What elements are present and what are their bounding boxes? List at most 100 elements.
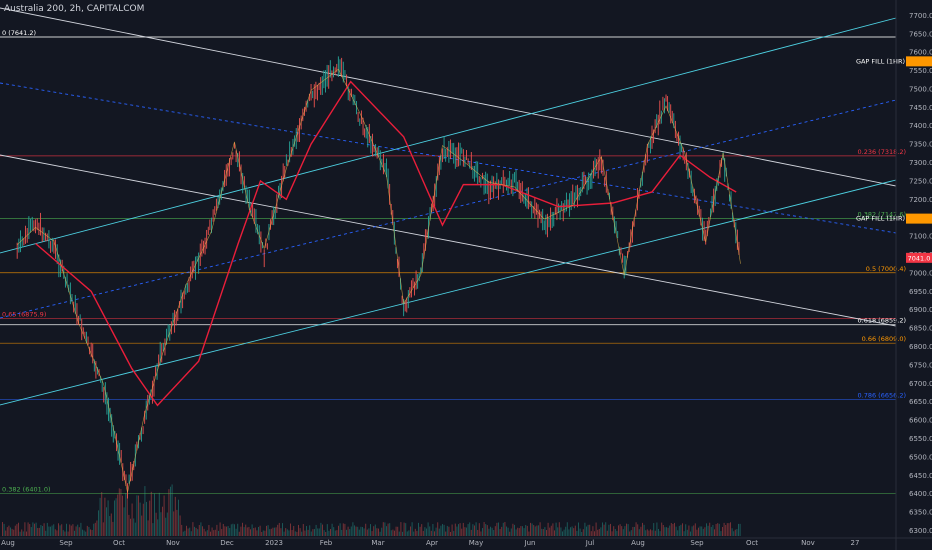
volume-bar <box>637 524 639 536</box>
volume-bar <box>218 530 219 536</box>
trend-line[interactable] <box>0 179 897 406</box>
trend-line[interactable] <box>0 82 897 234</box>
volume-bar <box>166 512 168 536</box>
price-axis[interactable]: 6300.0 6350.0 6400.0 6450.0 6500.0 6550.0 6600… <box>909 12 932 535</box>
volume-bar <box>317 528 319 536</box>
trend-line[interactable] <box>0 99 897 319</box>
time-tick-label: Oct <box>746 539 758 547</box>
volume-bar <box>235 528 237 536</box>
volume-bar <box>238 531 240 536</box>
volume-bar <box>248 526 250 536</box>
time-tick-label: Apr <box>426 539 438 547</box>
volume-bar <box>488 528 490 536</box>
volume-bar <box>246 527 248 536</box>
price-tick-label: 7450.0 <box>909 104 932 112</box>
volume-bar <box>557 527 559 536</box>
volume-bar <box>542 529 544 536</box>
volume-bar <box>600 527 602 536</box>
volume-bar <box>136 495 138 536</box>
volume-bar <box>718 523 720 536</box>
time-tick-label: Mar <box>371 539 384 547</box>
volume-bar <box>638 529 640 536</box>
volume-bar <box>280 528 282 536</box>
trend-lines <box>0 7 897 406</box>
price-series <box>16 56 741 499</box>
volume-bar <box>648 530 650 536</box>
volume-bar <box>74 530 75 536</box>
volume-bar <box>578 522 579 536</box>
volume-bar <box>490 526 491 536</box>
volume-bar <box>168 489 170 536</box>
volume-bar <box>632 526 634 536</box>
volume-bar <box>45 530 47 536</box>
price-tick-label: 7550.0 <box>909 67 932 75</box>
volume-bar <box>53 524 55 536</box>
volume-bar <box>677 530 679 536</box>
volume-bar <box>520 526 522 536</box>
volume-bar <box>482 528 483 536</box>
volume-bar <box>139 502 141 536</box>
trend-line[interactable] <box>0 154 897 327</box>
volume-bar <box>646 529 648 536</box>
current-price-label: 7041.0 <box>908 254 931 262</box>
volume-bar <box>525 524 527 536</box>
price-tick-label: 7200.0 <box>909 196 932 204</box>
fib-level-label: 0.618 (6859.2) <box>858 317 907 325</box>
volume-bar <box>310 531 312 536</box>
volume-bar <box>370 524 371 536</box>
volume-bar <box>656 522 658 536</box>
volume-bar <box>82 529 83 536</box>
volume-bar <box>16 524 18 536</box>
volume-bar <box>480 531 482 536</box>
price-tick-label: 7350.0 <box>909 141 932 149</box>
volume-bar <box>155 512 157 536</box>
volume-bar <box>427 522 429 536</box>
volume-bar <box>397 526 399 536</box>
volume-bar <box>22 531 24 536</box>
volume-bar <box>253 528 255 536</box>
volume-bar <box>435 527 437 536</box>
volume-bar <box>560 527 562 536</box>
trend-line[interactable] <box>0 17 897 254</box>
volume-bar <box>565 526 567 536</box>
volume-bar <box>328 530 330 536</box>
volume-bar <box>38 527 40 536</box>
volume-bar <box>402 531 403 536</box>
time-axis[interactable]: Aug Sep Oct Nov Dec 2023 Feb Mar Apr May Jun Jul Aug… <box>1 539 859 547</box>
volume-bar <box>450 531 451 536</box>
volume-bar <box>334 530 336 536</box>
volume-bar <box>498 522 499 536</box>
volume-bar <box>131 503 133 536</box>
volume-bar <box>51 525 53 536</box>
volume-bar <box>389 523 391 536</box>
volume-bar <box>150 491 152 536</box>
volume-bar <box>198 525 200 536</box>
volume-bar <box>256 530 258 536</box>
volume-bar <box>352 522 354 536</box>
volume-bar <box>707 525 709 536</box>
volume-bar <box>362 527 363 536</box>
volume-bar <box>504 522 506 536</box>
volume-bar <box>666 527 667 536</box>
volume-bar <box>336 530 338 536</box>
volume-bar <box>355 526 357 536</box>
volume-bar <box>126 492 128 536</box>
price-tick-label: 6550.0 <box>909 435 932 443</box>
price-tick-label: 7300.0 <box>909 159 932 167</box>
volume-bar <box>203 528 205 536</box>
volume-bar <box>390 530 392 536</box>
volume-bar <box>187 528 189 536</box>
volume-bar <box>170 486 171 536</box>
price-tick-label: 7250.0 <box>909 177 932 185</box>
volume-bar <box>64 531 66 536</box>
volume-bar <box>21 529 23 536</box>
volume-bar <box>270 528 272 536</box>
volume-bar <box>339 523 341 536</box>
volume-bar <box>144 486 146 536</box>
trend-line[interactable] <box>0 7 897 187</box>
volume-bar <box>338 525 339 536</box>
volume-bar <box>726 523 728 536</box>
volume-bar <box>110 513 112 536</box>
volume-bar <box>563 529 565 536</box>
